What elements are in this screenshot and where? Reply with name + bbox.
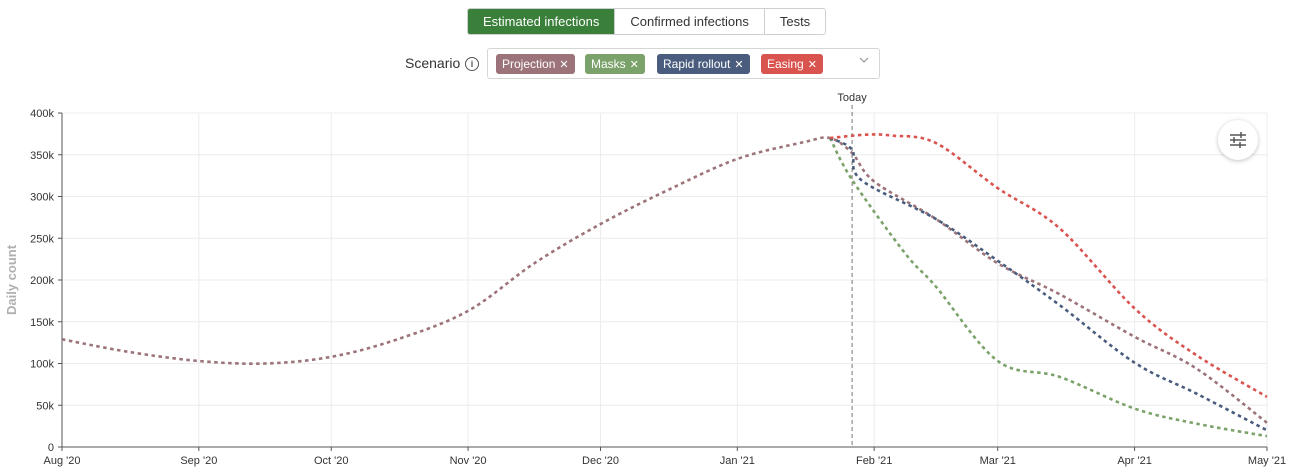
x-tick-label: Aug '20 bbox=[44, 455, 81, 467]
metric-tabs: Estimated infections Confirmed infection… bbox=[467, 8, 827, 35]
tab-estimated-infections[interactable]: Estimated infections bbox=[468, 9, 616, 34]
tab-confirmed-infections[interactable]: Confirmed infections bbox=[615, 9, 765, 34]
x-tick-label: Oct '20 bbox=[314, 455, 349, 467]
y-tick-label: 400k bbox=[30, 108, 54, 120]
x-tick-label: May '21 bbox=[1248, 455, 1286, 467]
tab-tests[interactable]: Tests bbox=[764, 9, 826, 34]
chip-easing: Easing ✕ bbox=[761, 54, 823, 74]
chart-axes: 0 50k 100k 150k 200k 250k 300k 350k 400k Aug '20 S… bbox=[30, 92, 1286, 467]
x-tick-label: Sep '20 bbox=[180, 455, 217, 467]
chevron-down-icon[interactable] bbox=[859, 55, 869, 65]
y-tick-label: 0 bbox=[48, 442, 54, 454]
x-tick-label: Nov '20 bbox=[450, 455, 487, 467]
y-tick-label: 250k bbox=[30, 233, 54, 245]
x-tick-label: Dec '20 bbox=[582, 455, 619, 467]
chip-masks-label: Masks bbox=[591, 57, 626, 71]
info-icon[interactable]: i bbox=[465, 57, 479, 71]
y-tick-label: 200k bbox=[30, 275, 54, 287]
sliders-icon bbox=[1230, 132, 1246, 148]
series-line-easing bbox=[829, 133, 1268, 399]
chart-series bbox=[61, 133, 1268, 438]
chip-projection-label: Projection bbox=[502, 57, 556, 71]
chip-easing-label: Easing bbox=[767, 57, 804, 71]
x-tick-label: Mar '21 bbox=[980, 455, 1016, 467]
chip-masks: Masks ✕ bbox=[585, 54, 645, 74]
remove-rapid-rollout-icon[interactable]: ✕ bbox=[734, 59, 744, 71]
today-marker-label: Today bbox=[837, 92, 867, 104]
x-tick-label: Apr '21 bbox=[1117, 455, 1152, 467]
chip-projection: Projection ✕ bbox=[496, 54, 575, 74]
scenario-label: Scenario bbox=[405, 55, 461, 71]
y-tick-label: 50k bbox=[36, 400, 54, 412]
series-line-masks bbox=[828, 137, 1268, 438]
chip-rapid-rollout-label: Rapid rollout bbox=[663, 57, 731, 71]
chart-settings-button[interactable] bbox=[1218, 120, 1258, 160]
chip-rapid-rollout: Rapid rollout ✕ bbox=[657, 54, 750, 74]
series-line-rapid-rollout bbox=[829, 136, 1268, 432]
y-tick-label: 350k bbox=[30, 150, 54, 162]
y-axis-label: Daily count bbox=[4, 244, 19, 315]
remove-projection-icon[interactable]: ✕ bbox=[559, 59, 569, 71]
series-line-projection bbox=[61, 136, 1268, 424]
y-tick-label: 150k bbox=[30, 317, 54, 329]
y-tick-label: 100k bbox=[30, 359, 54, 371]
x-tick-label: Feb '21 bbox=[856, 455, 892, 467]
remove-masks-icon[interactable]: ✕ bbox=[629, 59, 639, 71]
x-tick-label: Jan '21 bbox=[720, 455, 755, 467]
remove-easing-icon[interactable]: ✕ bbox=[807, 59, 817, 71]
y-tick-label: 300k bbox=[30, 192, 54, 204]
scenario-select[interactable]: Projection ✕ Masks ✕ Rapid rollout ✕ Easing… bbox=[487, 48, 880, 79]
chart-grid bbox=[61, 112, 1268, 448]
